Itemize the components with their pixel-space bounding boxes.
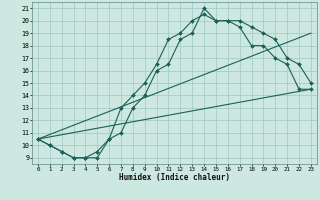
- X-axis label: Humidex (Indice chaleur): Humidex (Indice chaleur): [119, 173, 230, 182]
